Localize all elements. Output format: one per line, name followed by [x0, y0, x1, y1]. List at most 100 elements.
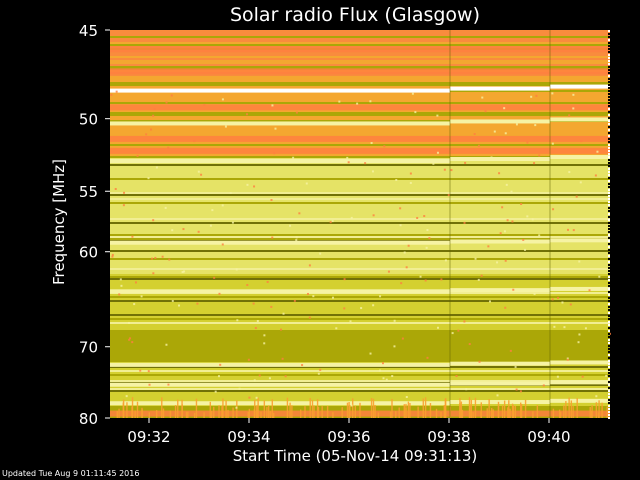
speckle [463, 221, 466, 224]
spectrogram-row [110, 266, 610, 268]
speckle [331, 220, 334, 223]
edge-noise [608, 123, 610, 125]
speckle [552, 208, 555, 211]
speckle [426, 356, 429, 359]
spectrogram-row [110, 114, 610, 116]
speckle [255, 396, 258, 399]
axes: 45 50 55 60 70 80 09:32 09:34 09:36 09:38 09:40 [79, 22, 571, 446]
speckle [519, 390, 522, 393]
speckle [218, 292, 221, 295]
edge-noise [608, 252, 610, 254]
spectrogram-row [110, 56, 610, 58]
orange-band [110, 46, 610, 53]
speckle [572, 93, 575, 96]
bright-band [450, 381, 550, 386]
speckle [254, 326, 257, 329]
bottom-streak [552, 408, 555, 418]
bottom-streak [348, 402, 350, 418]
y-tick-label: 55 [79, 183, 98, 201]
speckle [428, 237, 431, 240]
speckle [183, 270, 186, 273]
speckle [522, 238, 525, 241]
speckle [464, 161, 467, 164]
speckle [577, 341, 580, 344]
spectrogram-row [110, 158, 610, 160]
edge-noise [608, 120, 610, 122]
edge-noise [608, 87, 610, 89]
speckle [580, 140, 583, 143]
spectrogram-row [110, 366, 610, 368]
speckle [436, 114, 439, 117]
edge-noise [608, 93, 610, 95]
bottom-streak [422, 398, 424, 418]
spectrogram-row [110, 376, 610, 378]
spectrogram-row [110, 344, 610, 346]
edge-noise [608, 291, 610, 293]
speckle [148, 383, 151, 386]
speckle [419, 275, 422, 278]
bottom-streak [118, 408, 120, 418]
speckle [370, 142, 373, 145]
speckle [496, 394, 499, 397]
spectrogram-row [110, 194, 610, 196]
speckle [584, 327, 587, 330]
speckle [468, 343, 471, 346]
bright-band [550, 117, 610, 122]
spectrogram-row [110, 256, 610, 258]
bottom-streak [565, 401, 567, 418]
bright-band [110, 382, 450, 387]
bottom-streak [193, 412, 196, 418]
bottom-streak [459, 398, 461, 418]
speckle [515, 123, 518, 126]
spectrogram-row [110, 374, 610, 376]
edge-noise [608, 255, 610, 257]
bottom-streak [507, 407, 509, 418]
speckle [161, 255, 164, 258]
speckle [409, 181, 412, 184]
spectrogram-row [110, 296, 610, 298]
speckle [572, 107, 575, 110]
edge-noise [608, 75, 610, 77]
speckle [182, 228, 185, 231]
speckle [214, 390, 217, 393]
bottom-streak [218, 405, 220, 418]
speckle [463, 320, 466, 323]
speckle [133, 303, 136, 306]
spectrogram-row [110, 80, 610, 82]
edge-noise [608, 222, 610, 224]
speckle [557, 296, 560, 299]
speckle [393, 319, 396, 322]
spectrogram-row [110, 308, 610, 310]
spectrogram-row [110, 120, 610, 122]
y-tick-label: 80 [79, 410, 98, 428]
edge-noise [608, 84, 610, 86]
edge-noise [608, 228, 610, 230]
speckle [270, 305, 273, 308]
speckle [224, 125, 227, 128]
bottom-streak [486, 408, 488, 418]
spectrogram-row [110, 336, 610, 338]
speckle [364, 162, 367, 165]
speckle [308, 316, 311, 319]
speckle [530, 95, 533, 98]
edge-noise [608, 384, 610, 386]
edge-noise [608, 399, 610, 401]
speckle [465, 388, 468, 391]
spectrogram-row [110, 92, 610, 94]
spectrogram-row [110, 326, 610, 328]
speckle [114, 187, 117, 190]
spectrogram-row [110, 60, 610, 62]
edge-noise [608, 363, 610, 365]
edge-noise [608, 39, 610, 41]
edge-noise [608, 402, 610, 404]
edge-noise [608, 267, 610, 269]
bottom-streak [304, 406, 306, 418]
speckle [504, 259, 507, 262]
speckle [221, 243, 224, 246]
speckle [152, 272, 155, 275]
bottom-streak [316, 399, 319, 418]
bottom-streak [248, 408, 251, 418]
edge-noise [608, 414, 610, 416]
speckle [343, 278, 346, 281]
speckle [478, 360, 481, 363]
